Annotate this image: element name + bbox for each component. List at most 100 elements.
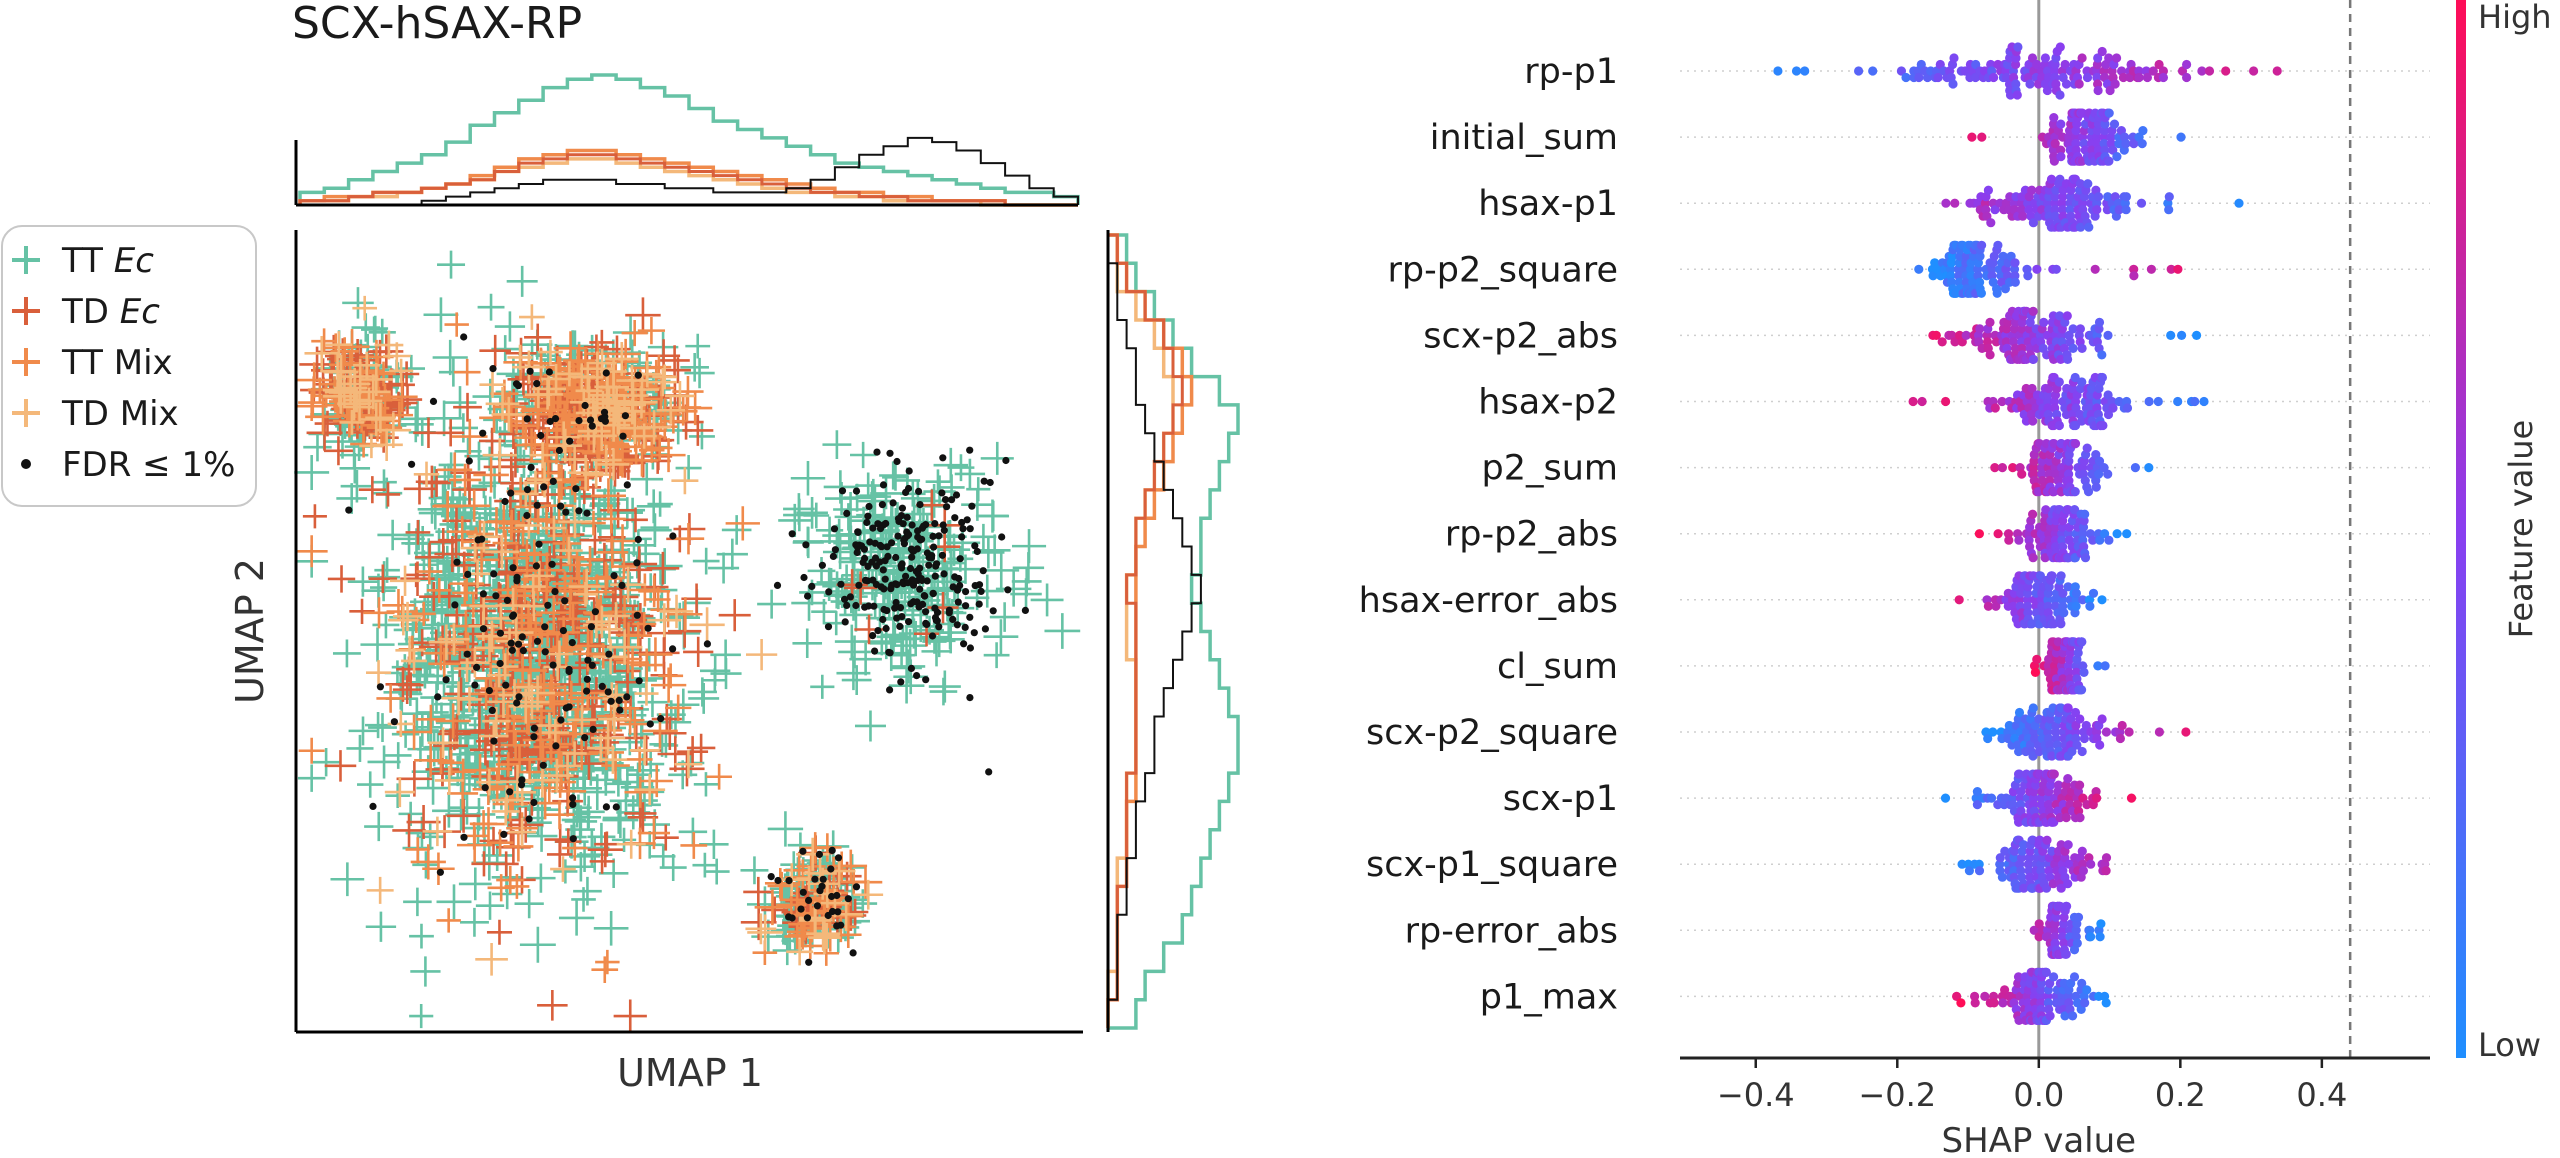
umap-point — [558, 504, 592, 539]
fdr-point — [442, 676, 450, 684]
umap-point — [438, 749, 464, 776]
feature-row-points — [1773, 42, 2282, 100]
umap-point — [413, 417, 444, 449]
umap-point — [444, 312, 469, 337]
umap-point — [567, 705, 597, 735]
umap-point — [853, 879, 884, 910]
fdr-point — [930, 543, 938, 551]
umap-point — [815, 516, 844, 544]
umap-point — [340, 469, 374, 503]
shap-point — [2050, 139, 2060, 149]
shap-point — [2025, 343, 2035, 353]
shap-point — [2063, 354, 2073, 364]
fdr-point — [954, 598, 962, 606]
shap-point — [1993, 240, 2003, 250]
umap-point — [638, 637, 673, 672]
umap-point — [784, 923, 810, 950]
shap-point — [1991, 601, 2001, 611]
shap-point — [2029, 456, 2039, 466]
feature-label: scx-p1 — [1503, 779, 1618, 819]
shap-point — [2050, 932, 2060, 942]
shap-point — [2083, 487, 2094, 497]
umap-point — [576, 546, 604, 573]
shap-point — [2094, 456, 2105, 466]
umap-point — [389, 565, 421, 597]
shap-point — [2028, 751, 2038, 761]
umap-point — [716, 538, 748, 570]
fdr-point — [507, 489, 515, 497]
shap-point — [2204, 66, 2215, 76]
umap-point — [689, 607, 725, 643]
feature-row-points — [1914, 240, 2183, 298]
legend-item: TD Ec — [12, 292, 160, 332]
right-hist-fdr — [1107, 235, 1202, 1028]
shap-point — [2070, 487, 2080, 497]
umap-point — [624, 621, 653, 650]
umap-point — [652, 364, 678, 390]
shap-point — [2063, 840, 2073, 850]
umap-point — [693, 772, 719, 797]
fdr-point — [966, 525, 974, 533]
umap-point — [416, 771, 450, 805]
umap-point — [452, 472, 487, 507]
fdr-point — [523, 511, 531, 520]
umap-point — [541, 515, 567, 541]
colorbar-low-label: Low — [2478, 1026, 2541, 1064]
shap-point — [2144, 463, 2154, 473]
umap-point — [686, 733, 716, 763]
fdr-point — [514, 640, 523, 648]
feature-label: rp-p2_square — [1388, 250, 1618, 290]
umap-point — [396, 714, 432, 750]
fdr-point — [549, 477, 557, 485]
umap-point — [605, 524, 640, 558]
shap-point — [2003, 529, 2014, 539]
umap-point — [479, 371, 506, 398]
fdr-point — [479, 625, 488, 633]
umap-point — [761, 896, 789, 924]
legend-item: TT Ec — [12, 241, 154, 281]
fdr-point — [886, 686, 894, 694]
shap-point — [2112, 529, 2122, 539]
umap-point — [302, 504, 327, 529]
shap-point — [2077, 343, 2087, 353]
feature-row-points — [1952, 967, 2111, 1025]
umap-point — [854, 710, 886, 742]
umap-point — [572, 795, 605, 828]
fdr-point — [555, 446, 564, 455]
shap-point — [2112, 53, 2122, 63]
feature-row-points — [1940, 769, 2137, 827]
shap-point — [1980, 991, 1990, 1002]
umap-point — [324, 750, 357, 782]
feature-label: rp-p2_abs — [1445, 515, 1618, 555]
fdr-point — [515, 693, 523, 701]
top-hist-tt-ec — [298, 73, 1080, 205]
fdr-point — [876, 525, 885, 533]
legend-label: TD Ec — [61, 292, 160, 332]
shap-point — [2014, 746, 2024, 757]
umap-point — [665, 381, 695, 411]
shap-point — [2037, 853, 2048, 863]
shap-point — [2101, 853, 2112, 863]
umap-point — [650, 592, 686, 628]
legend-marker — [12, 246, 40, 274]
fdr-point — [557, 502, 565, 510]
umap-point — [458, 867, 492, 901]
fdr-point — [788, 914, 796, 922]
umap-point — [536, 387, 567, 419]
umap-point — [495, 703, 521, 729]
shap-point — [2084, 222, 2094, 232]
umap-point — [417, 823, 444, 850]
umap-point — [384, 742, 412, 769]
shap-point — [2039, 317, 2049, 327]
fdr-point — [559, 627, 568, 635]
umap-point — [659, 854, 687, 882]
fdr-point — [541, 623, 549, 631]
shap-point — [2138, 126, 2148, 136]
shap-point — [2036, 998, 2046, 1008]
umap-point — [366, 660, 392, 686]
umap-point — [611, 497, 643, 529]
fdr-point — [489, 365, 497, 373]
umap-point — [507, 363, 540, 396]
shap-point — [2164, 192, 2174, 202]
umap-point — [680, 832, 708, 859]
